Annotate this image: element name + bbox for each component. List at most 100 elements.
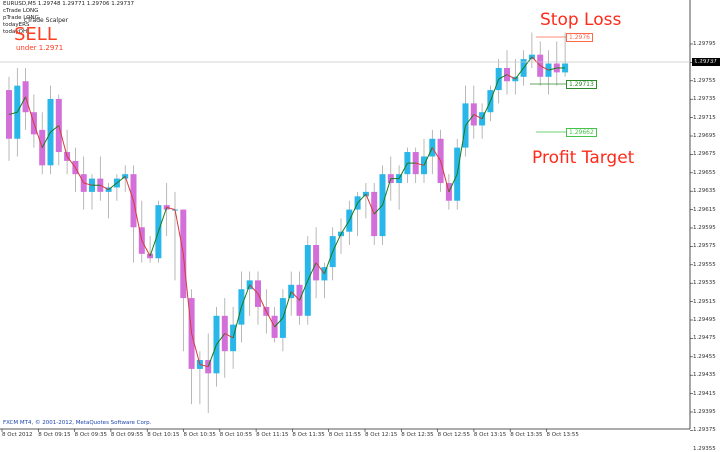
bull-candle	[288, 284, 295, 299]
price-tick-label: 1.29595	[693, 225, 716, 231]
trend-segment	[398, 162, 408, 179]
trend-segment	[216, 333, 226, 345]
time-tick-label: 8 Oct 12:15	[365, 432, 398, 438]
price-tick-label: 1.29355	[693, 445, 716, 452]
trend-segment	[141, 240, 151, 257]
trend-segment	[365, 193, 375, 215]
trend-segment	[489, 78, 500, 102]
price-tick-label: 1.29535	[693, 280, 716, 287]
trend-segment	[282, 291, 292, 319]
trend-segment	[66, 156, 76, 168]
time-tick-label: 8 Oct 11:15	[256, 432, 289, 438]
trend-segment	[224, 333, 234, 339]
trend-segment	[448, 173, 458, 193]
trend-segment	[265, 311, 276, 328]
stop-loss-annotation: Stop Loss	[540, 10, 622, 30]
trend-segment	[100, 184, 109, 191]
trend-segment	[323, 251, 334, 274]
trend-segment	[257, 293, 267, 312]
price-tick-label: 1.29635	[693, 188, 716, 195]
sell-condition: under 1.2971	[16, 44, 64, 52]
price-tick-label: 1.29755	[693, 77, 716, 84]
time-tick-label: 8 Oct 11:35	[292, 432, 325, 438]
time-tick-label: 8 Oct 09:15	[38, 432, 71, 438]
trend-segment	[539, 65, 549, 71]
trend-segment	[423, 147, 433, 166]
copyright-footer: FXCM MT4, © 2001-2012, MetaQuotes Softwa…	[3, 420, 152, 426]
trend-segment	[348, 202, 359, 221]
trend-segment	[232, 306, 242, 339]
trend-segment	[290, 291, 300, 301]
price-tick-label: 1.29395	[693, 409, 716, 415]
trend-segment	[440, 160, 450, 193]
bull-candle	[230, 324, 237, 352]
trend-segment	[58, 125, 68, 157]
trend-segment	[373, 204, 383, 215]
trend-segment	[382, 178, 392, 206]
info-line-3: pTrade LONG	[3, 15, 39, 21]
price-tick-label: 1.29475	[693, 335, 716, 342]
price-tick-label: 1.29415	[693, 390, 716, 397]
trend-segment	[498, 74, 508, 80]
trend-segment	[199, 363, 209, 368]
trend-segment	[74, 167, 85, 184]
sell-signal: SELL	[14, 24, 57, 45]
axis-ticks-layer	[1, 43, 693, 432]
trend-segment	[207, 344, 217, 367]
trend-segment	[456, 125, 466, 175]
time-tick-label: 8 Oct 10:35	[183, 432, 216, 438]
price-tick-label: 1.29615	[693, 206, 716, 213]
price-tick-label: 1.29555	[693, 261, 716, 268]
trend-segment	[315, 262, 325, 275]
level-lines-layer	[0, 36, 690, 133]
trend-segment	[157, 207, 168, 232]
time-tick-label: 8 Oct 13:35	[510, 432, 543, 438]
price-tick-label: 1.29375	[693, 427, 716, 434]
bear-candle	[6, 90, 12, 139]
trend-segment	[465, 114, 475, 126]
price-tick-label: 1.29495	[693, 317, 716, 323]
price-tick-label: 1.29435	[693, 372, 716, 379]
trend-segment	[274, 317, 284, 328]
trend-segment	[50, 125, 60, 133]
trend-segment	[548, 67, 557, 71]
trend-segment	[41, 131, 51, 148]
time-tick-label: 8 Oct 10:15	[147, 432, 180, 438]
scalper-label: cTrade Scalper	[24, 17, 69, 24]
price-tick-label: 1.29735	[693, 96, 716, 103]
price-chart[interactable]	[0, 0, 720, 440]
trend-segment	[83, 182, 93, 186]
trend-segment	[25, 96, 35, 124]
info-line-5: todayOHL	[3, 29, 31, 35]
trend-segment	[357, 193, 367, 204]
price-tick-label: 1.29795	[693, 41, 716, 47]
price-tick-label: 1.29455	[693, 353, 716, 360]
price-tick-label: 1.29775	[693, 59, 716, 66]
trend-line-layer	[8, 56, 566, 368]
time-tick-label: 8 Oct 12:35	[401, 432, 434, 438]
entry-price-label: 1.29713	[566, 80, 597, 89]
time-tick-label: 8 Oct 09:35	[74, 432, 107, 438]
trend-segment	[166, 206, 176, 211]
trend-segment	[523, 56, 533, 69]
stop-loss-price-label: 1.2976	[566, 33, 593, 42]
trend-segment	[33, 123, 43, 148]
trend-segment	[8, 111, 18, 115]
time-tick-label: 8 Oct 09:55	[110, 432, 144, 438]
price-tick-label: 1.29675	[693, 151, 716, 158]
trend-segment	[481, 100, 491, 120]
trend-segment	[531, 56, 541, 67]
info-line-4: todayERS	[3, 22, 30, 28]
profit-price-label: 1.29662	[566, 128, 597, 137]
trend-segment	[174, 209, 184, 254]
trend-segment	[473, 113, 483, 120]
price-tick-label: 1.29655	[693, 169, 716, 176]
time-tick-label: 8 Oct 12:55	[437, 432, 470, 438]
trend-segment	[116, 175, 126, 184]
symbol-info-line: EURUSD,M5 1.29748 1.29771 1.29706 1.2973…	[3, 1, 135, 7]
time-tick-label: 8 Oct 10:55	[219, 432, 253, 438]
trend-segment	[431, 147, 442, 162]
time-tick-label: 8 Oct 2012	[2, 432, 33, 438]
chart-background	[0, 0, 690, 429]
trend-segment	[108, 182, 118, 191]
